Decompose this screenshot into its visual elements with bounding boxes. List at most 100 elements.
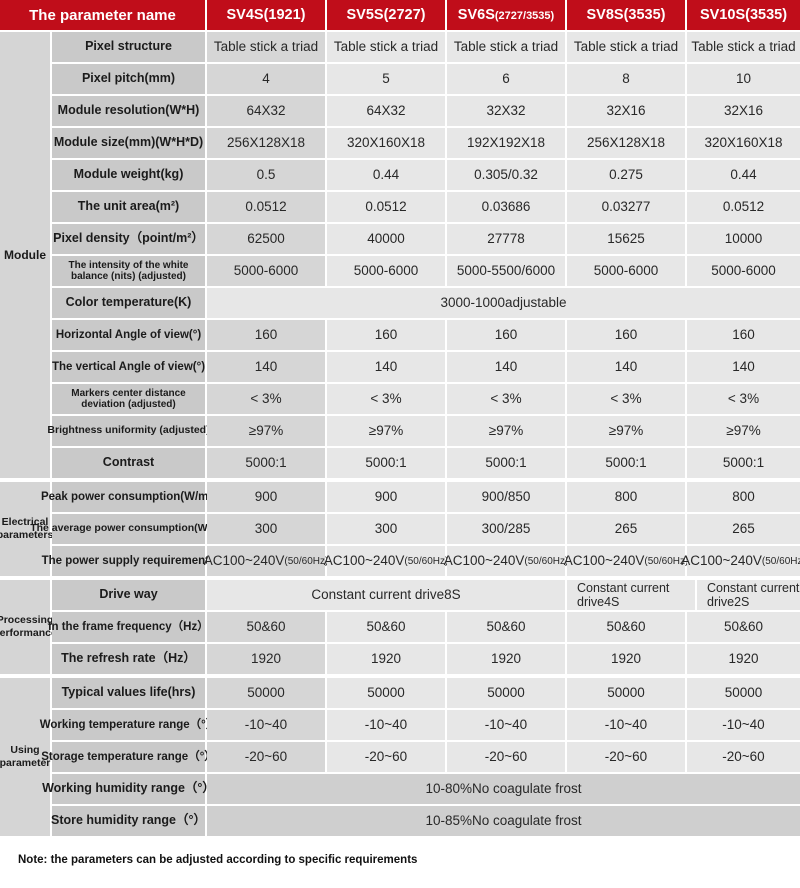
row-label: The refresh rate（Hz） bbox=[52, 644, 205, 674]
table-row: Pixel pitch(mm) 4 5 6 8 10 bbox=[52, 64, 800, 94]
value-cell: AC100~240V(50/60Hz) bbox=[204, 546, 329, 576]
value-cell: 160 bbox=[327, 320, 445, 350]
column-header-text: SV8S(3535) bbox=[586, 7, 666, 23]
column-header-sv5s: SV5S(2727) bbox=[327, 0, 445, 30]
spec-table: The parameter name SV4S(1921) SV5S(2727)… bbox=[0, 0, 800, 866]
table-row: Typical values life(hrs) 50000 50000 50000 5… bbox=[52, 678, 800, 708]
merged-value-cell: Constant current drive8S bbox=[207, 580, 565, 610]
value-cell: 50&60 bbox=[327, 612, 445, 642]
value-cell: 160 bbox=[207, 320, 325, 350]
row-label: Working humidity range（°） bbox=[42, 774, 215, 804]
value-cell: 1920 bbox=[687, 644, 800, 674]
value-cell: 0.44 bbox=[327, 160, 445, 190]
column-header-sv6s: SV6S (2727/3535) bbox=[447, 0, 565, 30]
value-cell: AC100~240V(50/60Hz) bbox=[324, 546, 448, 576]
value-suffix: (50/60Hz) bbox=[761, 556, 800, 568]
row-label: Store humidity range（°） bbox=[51, 806, 206, 836]
value-cell: 900 bbox=[327, 482, 445, 512]
value-cell: 320X160X18 bbox=[327, 128, 445, 158]
value-cell: 1920 bbox=[447, 644, 565, 674]
value-cell: 50&60 bbox=[207, 612, 325, 642]
value-cell: Constant current drive2S bbox=[697, 580, 800, 610]
value-cell: 5000:1 bbox=[207, 448, 325, 478]
table-row: Brightness uniformity (adjusted) ≥97% ≥97%… bbox=[47, 416, 800, 446]
value-cell: 5000:1 bbox=[687, 448, 800, 478]
merged-value-cell: 3000-1000adjustable bbox=[207, 288, 800, 318]
value-cell: -20~60 bbox=[327, 742, 445, 772]
value-cell: 0.03277 bbox=[567, 192, 685, 222]
table-row: Drive way Constant current drive8S Constan… bbox=[52, 580, 800, 610]
value-cell: 140 bbox=[207, 352, 325, 382]
value-cell: 300/285 bbox=[447, 514, 565, 544]
value-suffix: (50/60Hz) bbox=[644, 556, 689, 568]
value-cell: 320X160X18 bbox=[687, 128, 800, 158]
value-cell: 900 bbox=[207, 482, 325, 512]
value-cell: ≥97% bbox=[447, 416, 565, 446]
value-cell: ≥97% bbox=[207, 416, 325, 446]
value-cell: 300 bbox=[327, 514, 445, 544]
section-label: Module bbox=[0, 32, 50, 478]
value-cell: 265 bbox=[567, 514, 685, 544]
row-label: The unit area(m²) bbox=[52, 192, 205, 222]
value-cell: 27778 bbox=[447, 224, 565, 254]
value-cell: < 3% bbox=[687, 384, 800, 414]
value-cell: 0.275 bbox=[567, 160, 685, 190]
column-header-sv10s: SV10S(3535) bbox=[687, 0, 800, 30]
row-label: The average power consumption(W/m²) bbox=[30, 514, 227, 544]
value-cell: 50&60 bbox=[687, 612, 800, 642]
value-cell: 140 bbox=[447, 352, 565, 382]
value-cell: 32X16 bbox=[567, 96, 685, 126]
value-cell: 32X16 bbox=[687, 96, 800, 126]
value-cell: AC100~240V(50/60Hz) bbox=[564, 546, 689, 576]
value-cell: 160 bbox=[567, 320, 685, 350]
column-header-sv8s: SV8S(3535) bbox=[567, 0, 685, 30]
section-using-parameter: Using parameter Typical values life(hrs) 5… bbox=[0, 678, 800, 836]
column-header-sv4s: SV4S(1921) bbox=[207, 0, 325, 30]
value-cell: 50&60 bbox=[447, 612, 565, 642]
table-row: In the frame frequency（Hz） 50&60 50&60 50&6… bbox=[48, 612, 800, 642]
value-cell: -20~60 bbox=[567, 742, 685, 772]
value-cell: 32X32 bbox=[447, 96, 565, 126]
row-label: The intensity of the white balance (nits… bbox=[52, 256, 205, 286]
value-cell: < 3% bbox=[447, 384, 565, 414]
table-row: The power supply requirements AC100~240V(… bbox=[42, 546, 800, 576]
value-cell: 5000-5500/6000 bbox=[447, 256, 565, 286]
table-row: The unit area(m²) 0.0512 0.0512 0.03686 0.03… bbox=[52, 192, 800, 222]
table-row: The refresh rate（Hz） 1920 1920 1920 1920 1920 bbox=[52, 644, 800, 674]
row-label: The vertical Angle of view(°) bbox=[52, 352, 205, 382]
value-cell: AC100~240V(50/60Hz) bbox=[444, 546, 568, 576]
row-label: Horizontal Angle of view(°) bbox=[52, 320, 205, 350]
row-label: Contrast bbox=[52, 448, 205, 478]
section-label: Using parameter bbox=[0, 678, 50, 836]
value-cell: 5000:1 bbox=[567, 448, 685, 478]
table-row: Module weight(kg) 0.5 0.44 0.305/0.32 0.275 0… bbox=[52, 160, 800, 190]
value-cell: 8 bbox=[567, 64, 685, 94]
value-cell: -10~40 bbox=[327, 710, 445, 740]
value-cell: 265 bbox=[687, 514, 800, 544]
value-cell: 50000 bbox=[207, 678, 325, 708]
value-cell: 5000:1 bbox=[447, 448, 565, 478]
row-label: The power supply requirements bbox=[42, 546, 215, 576]
table-row: The vertical Angle of view(°) 140 140 140 14… bbox=[52, 352, 800, 382]
value-cell: 62500 bbox=[207, 224, 325, 254]
value-suffix: (50/60Hz) bbox=[284, 556, 329, 568]
value-cell: 5000-6000 bbox=[207, 256, 325, 286]
row-label: Storage temperature range（°） bbox=[41, 742, 216, 772]
value-cell: 15625 bbox=[567, 224, 685, 254]
value-cell: 160 bbox=[687, 320, 800, 350]
section-rows: Peak power consumption(W/m²) 900 900 900/85… bbox=[30, 482, 800, 576]
value-cell: -20~60 bbox=[687, 742, 800, 772]
value-cell: < 3% bbox=[567, 384, 685, 414]
row-label: Module resolution(W*H) bbox=[52, 96, 205, 126]
value-cell: 5000-6000 bbox=[567, 256, 685, 286]
value-cell: 64X32 bbox=[327, 96, 445, 126]
table-header: The parameter name SV4S(1921) SV5S(2727)… bbox=[0, 0, 800, 30]
value-cell: Table stick a triad bbox=[687, 32, 800, 62]
value-cell: -20~60 bbox=[447, 742, 565, 772]
value-cell: 256X128X18 bbox=[207, 128, 325, 158]
value-cell: 50000 bbox=[327, 678, 445, 708]
section-rows: Pixel structure Table stick a triad Table … bbox=[47, 32, 800, 478]
value-cell: -20~60 bbox=[207, 742, 325, 772]
row-label: Color temperature(K) bbox=[52, 288, 205, 318]
value-cell: 50&60 bbox=[567, 612, 685, 642]
